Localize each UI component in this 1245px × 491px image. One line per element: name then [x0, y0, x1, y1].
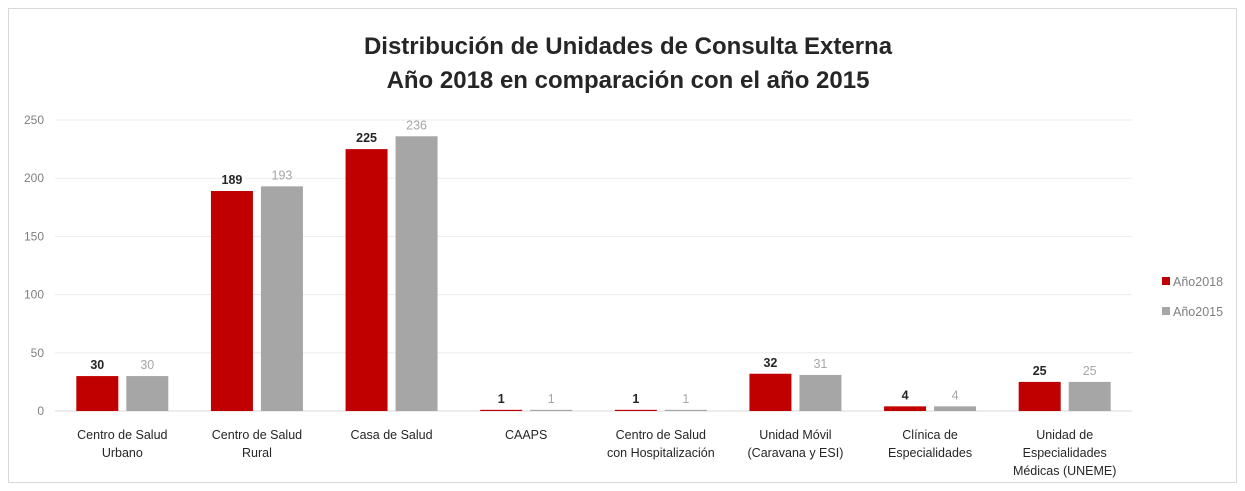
bar-Año2015 — [799, 374, 842, 411]
x-category-label: (Caravana y ESI) — [748, 446, 844, 460]
y-tick-label: 100 — [24, 288, 44, 302]
data-label-Año2018: 30 — [90, 358, 104, 372]
data-label-Año2015: 1 — [548, 392, 555, 406]
x-category-label: Casa de Salud — [351, 428, 433, 442]
data-label-Año2018: 189 — [222, 173, 243, 187]
chart-title-line: Año 2018 en comparación con el año 2015 — [387, 67, 870, 94]
data-label-Año2018: 225 — [356, 131, 377, 145]
data-label-Año2015: 236 — [406, 118, 427, 132]
data-label-Año2015: 25 — [1083, 364, 1097, 378]
data-labels: 30 189 225 1 1 32 4 25 30 193 236 1 1 31 4 25 — [90, 118, 1096, 406]
x-category-label: con Hospitalización — [607, 446, 715, 460]
x-category-label: Unidad Móvil — [759, 428, 831, 442]
bar-Año2015 — [126, 376, 169, 411]
legend-swatch — [1162, 307, 1170, 315]
data-label-Año2015: 193 — [272, 168, 293, 182]
x-category-label: CAAPS — [505, 428, 547, 442]
data-label-Año2018: 1 — [498, 392, 505, 406]
x-category-label: Urbano — [102, 446, 143, 460]
y-tick-label: 50 — [31, 346, 45, 360]
legend-swatch — [1162, 277, 1170, 285]
x-category-label: Centro de Salud — [77, 428, 167, 442]
data-label-Año2018: 4 — [902, 388, 909, 402]
y-tick-label: 200 — [24, 171, 44, 185]
x-axis-categories: Centro de Salud Urbano Centro de Salud Rura… — [77, 428, 1116, 478]
bar-Año2018 — [1018, 381, 1061, 411]
y-tick-label: 250 — [24, 113, 44, 127]
chart-title: Distribución de Unidades de Consulta Ext… — [364, 33, 893, 94]
legend: Año2018 Año2015 — [1162, 275, 1223, 319]
bar-Año2015 — [260, 186, 303, 411]
data-label-Año2015: 4 — [952, 388, 959, 402]
data-label-Año2015: 31 — [813, 357, 827, 371]
x-category-label: Unidad de — [1036, 428, 1093, 442]
bar-Año2015 — [934, 406, 977, 411]
data-label-Año2015: 1 — [682, 392, 689, 406]
x-category-label: Centro de Salud — [212, 428, 302, 442]
bar-Año2018 — [480, 409, 523, 411]
bar-Año2018 — [884, 406, 927, 411]
bar-Año2015 — [530, 409, 573, 411]
bar-Año2015 — [664, 409, 707, 411]
chart-title-line: Distribución de Unidades de Consulta Ext… — [364, 33, 893, 60]
bar-Año2018 — [749, 373, 792, 411]
bars — [76, 136, 1111, 411]
bar-Año2018 — [345, 149, 388, 411]
y-tick-label: 0 — [37, 404, 44, 418]
bar-Año2018 — [210, 191, 253, 411]
x-category-label: Médicas (UNEME) — [1013, 464, 1117, 478]
data-label-Año2018: 25 — [1033, 364, 1047, 378]
x-category-label: Rural — [242, 446, 272, 460]
data-label-Año2015: 30 — [140, 358, 154, 372]
y-axis-ticks: 0 50 100 150 200 250 — [24, 113, 44, 418]
bar-Año2015 — [395, 136, 438, 411]
bar-Año2018 — [614, 409, 657, 411]
data-label-Año2018: 1 — [632, 392, 639, 406]
x-category-label: Especialidades — [888, 446, 972, 460]
x-category-label: Centro de Salud — [616, 428, 706, 442]
x-category-label: Clínica de — [902, 428, 958, 442]
bar-Año2018 — [76, 376, 119, 411]
bar-Año2015 — [1068, 381, 1111, 411]
legend-label: Año2018 — [1173, 275, 1223, 289]
legend-label: Año2015 — [1173, 305, 1223, 319]
y-tick-label: 150 — [24, 229, 44, 243]
x-category-label: Especialidades — [1023, 446, 1107, 460]
data-label-Año2018: 32 — [763, 356, 777, 370]
